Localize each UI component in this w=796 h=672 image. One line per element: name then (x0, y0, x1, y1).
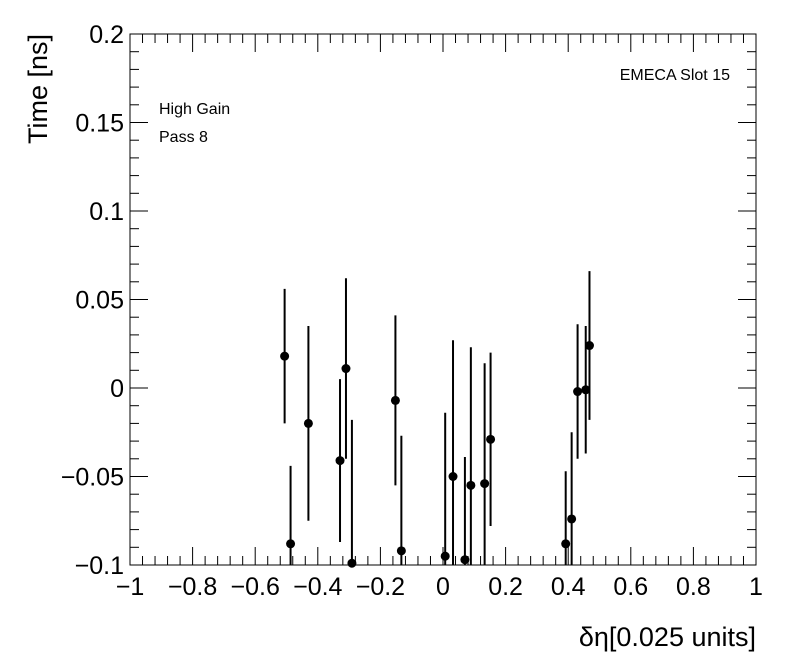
x-tick-label: −0.6 (231, 573, 280, 601)
data-points (280, 271, 594, 568)
data-point (347, 419, 357, 568)
marker (466, 480, 476, 490)
x-tick-label: 1 (749, 573, 763, 601)
x-tick-label: 0.8 (676, 573, 711, 601)
data-point (286, 465, 296, 565)
annotation-gain: High Gain (159, 101, 230, 118)
y-tick-label: −0.1 (75, 552, 124, 580)
x-tick-label: −0.4 (293, 573, 342, 601)
marker (573, 387, 583, 397)
x-tick-label: 0 (436, 573, 450, 601)
axis-ticks (129, 33, 757, 566)
x-axis-title: δη[0.025 units] (579, 622, 756, 652)
x-tick-label: 0.2 (488, 573, 523, 601)
data-point (448, 340, 458, 565)
axis-tick-labels: −1 −0.8 −0.6 −0.4 −0.2 0 0.2 0.4 0.6 0.8 1 −0.1 −0.0… (61, 21, 763, 601)
annotation-slot: EMECA Slot 15 (620, 67, 730, 84)
marker (347, 558, 357, 568)
data-point (486, 352, 496, 527)
annotation-pass: Pass 8 (159, 129, 208, 146)
data-point (480, 363, 490, 565)
data-point (303, 326, 313, 521)
marker (390, 395, 400, 405)
data-point (466, 347, 476, 565)
y-tick-label: −0.05 (61, 464, 124, 492)
marker (335, 456, 345, 466)
data-point (561, 471, 571, 565)
data-point (341, 278, 351, 459)
marker (486, 434, 496, 444)
marker (581, 385, 591, 395)
data-point (396, 435, 406, 565)
y-tick-label: 0 (110, 375, 124, 403)
x-tick-label: 0.4 (551, 573, 586, 601)
data-point (460, 457, 470, 565)
y-tick-label: 0.1 (89, 198, 124, 226)
y-axis-title: Time [ns] (23, 34, 53, 144)
marker (440, 551, 450, 561)
data-point (390, 315, 400, 486)
y-tick-label: 0.05 (75, 287, 124, 315)
marker (280, 351, 290, 361)
marker (396, 546, 406, 556)
marker (480, 479, 490, 489)
data-point (567, 432, 577, 565)
marker (448, 472, 458, 481)
data-point (335, 379, 345, 542)
y-tick-label: 0.15 (75, 110, 124, 138)
data-point (280, 288, 290, 424)
data-point (584, 271, 594, 420)
x-tick-label: −1 (116, 573, 145, 601)
data-point (573, 324, 583, 459)
marker (303, 418, 313, 428)
x-tick-label: −0.8 (168, 573, 217, 601)
marker (341, 364, 351, 374)
y-tick-label: 0.2 (89, 21, 124, 49)
marker (584, 341, 594, 351)
marker (460, 555, 470, 565)
marker (286, 539, 296, 549)
x-tick-label: −0.2 (356, 573, 405, 601)
x-tick-label: 0.6 (613, 573, 648, 601)
data-point (440, 412, 450, 565)
marker (567, 514, 577, 524)
marker (561, 539, 571, 549)
